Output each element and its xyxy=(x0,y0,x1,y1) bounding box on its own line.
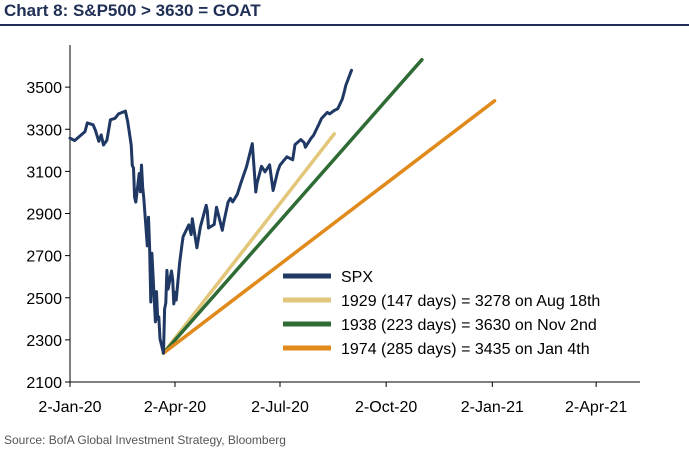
title-divider xyxy=(0,24,689,26)
series-line-1 xyxy=(161,132,336,355)
y-tick-label: 2700 xyxy=(26,249,62,266)
y-tick-label: 2100 xyxy=(26,375,62,392)
x-tick-label: 2-Jul-20 xyxy=(251,399,309,416)
x-tick-label: 2-Jan-21 xyxy=(461,399,524,416)
legend-entry: 1938 (223 days) = 3630 on Nov 2nd xyxy=(341,317,597,334)
source-note: Source: BofA Global Investment Strategy,… xyxy=(4,433,286,447)
series-line-3 xyxy=(161,99,497,355)
x-tick-label: 2-Apr-20 xyxy=(144,399,206,416)
y-tick-label: 3100 xyxy=(26,164,62,181)
legend-entry: SPX xyxy=(341,269,373,286)
y-tick-label: 2500 xyxy=(26,291,62,308)
chart-title: Chart 8: S&P500 > 3630 = GOAT xyxy=(4,1,261,20)
series-layer xyxy=(68,57,497,355)
y-tick-label: 2300 xyxy=(26,333,62,350)
x-axis: 2-Jan-20 2-Apr-20 2-Jul-20 2-Oct-20 2-Jan-21… xyxy=(38,381,640,416)
y-tick-label: 3500 xyxy=(26,80,62,97)
legend-entry: 1974 (285 days) = 3435 on Jan 4th xyxy=(341,341,590,358)
series-line-2 xyxy=(161,57,424,355)
y-tick-label: 3300 xyxy=(26,122,62,139)
legend-entry: 1929 (147 days) = 3278 on Aug 18th xyxy=(341,293,600,310)
x-tick-label: 2-Jan-20 xyxy=(38,399,101,416)
chart: 2100 2300 2500 2700 2900 3100 3300 3500 2-Jan-2… xyxy=(26,45,640,416)
x-tick-label: 2-Apr-21 xyxy=(565,399,627,416)
series-line-spx xyxy=(68,68,353,355)
x-tick-label: 2-Oct-20 xyxy=(355,399,417,416)
legend: SPX 1929 (147 days) = 3278 on Aug 18th 193… xyxy=(283,269,600,358)
y-tick-label: 2900 xyxy=(26,207,62,224)
y-axis: 2100 2300 2500 2700 2900 3100 3300 3500 xyxy=(26,45,71,392)
